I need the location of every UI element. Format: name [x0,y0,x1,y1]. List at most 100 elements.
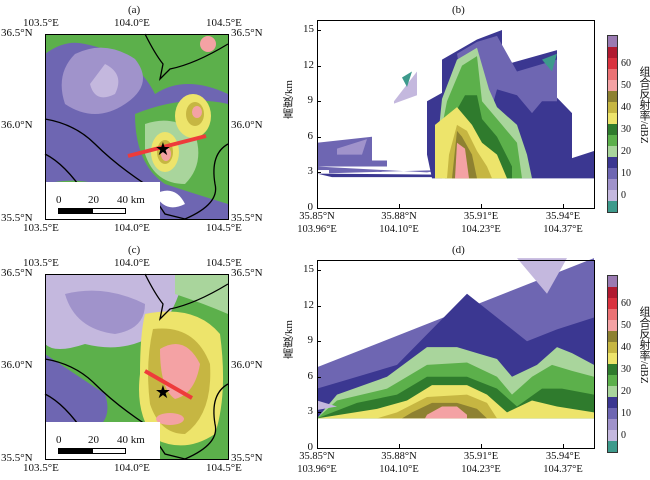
lat-tick-label-right: 36.0°N [231,359,263,371]
reflectivity-contour [317,400,337,411]
colorbar-label: 组合反射率/dBZ [638,306,650,384]
y-axis-label: 高度/km [283,80,295,120]
colorbar-tick-label: 50 [621,319,631,331]
colorbar-swatch [608,441,617,452]
colorbar-swatch [608,201,617,212]
colorbar-swatch [608,353,617,364]
section-frame [317,20,595,209]
lat-tick-label-left: 35.5°N [1,212,33,224]
colorbar-swatch [608,36,617,47]
reflectivity-contour [425,406,467,419]
scale-bar-white [92,448,126,454]
colorbar-swatch [608,157,617,168]
y-tick [317,101,321,103]
colorbar-swatch [608,190,617,201]
x-tick [399,444,400,448]
x-tick-label-lat: 35.94°E [545,211,581,222]
y-tick [317,30,321,31]
lon-tick-label-top: 103.5°E [23,257,59,269]
x-tick-label-lat: 35.91°E [463,451,499,462]
reflectivity-contour [455,142,469,179]
colorbar-swatch [608,69,617,80]
y-tick [317,65,321,67]
colorbar-swatch [608,113,617,124]
colorbar-tick-label: 60 [621,57,631,69]
x-tick [481,204,482,208]
lat-tick-label-right: 36.5°N [231,267,263,279]
panel-label-d: (d) [452,244,465,256]
colorbar-swatch [608,124,617,135]
colorbar-frame [607,275,618,453]
x-tick-label-lon: 104.23°E [461,224,501,235]
y-tick [317,270,321,271]
scale-bar-label: 0 [56,434,62,446]
colorbar-swatch [608,408,617,419]
lat-tick-label-right: 36.0°N [231,119,263,131]
colorbar-swatch [608,375,617,386]
x-tick [563,204,564,208]
x-tick [481,444,482,448]
x-tick-label-lat: 35.91°E [463,211,499,222]
colorbar-swatch [608,102,617,113]
colorbar-swatch [608,320,617,331]
lon-tick-label-bottom: 104.5°E [206,222,242,234]
colorbar-swatch [608,135,617,146]
lat-tick-label-left: 35.5°N [1,452,33,464]
colorbar-swatch [608,91,617,102]
colorbar-tick-label: 10 [621,407,631,419]
x-tick-label-lat: 35.85°N [299,211,335,222]
colorbar-swatch [608,309,617,320]
y-tick-label: 6 [307,129,314,142]
scale-bar-label: 20 [88,194,99,206]
x-tick [563,444,564,448]
y-tick-label: 9 [307,94,314,107]
colorbar-swatch [608,386,617,397]
panel-label-a: (a) [128,4,141,16]
cross-section-b [317,30,594,179]
y-tick-label: 0 [307,201,314,213]
y-tick [317,341,321,343]
y-tick-label: 0 [307,441,314,453]
x-tick-label-lat: 35.85°N [299,451,335,462]
reflectivity-contour [394,71,417,104]
x-tick [317,204,318,208]
lon-tick-label-bottom: 103.5°E [23,462,59,474]
lon-tick-label-bottom: 103.5°E [23,222,59,234]
lat-tick-label-left: 36.5°N [1,27,33,39]
colorbar-swatch [608,47,617,58]
y-tick [317,208,321,209]
lat-tick-label-left: 36.5°N [1,267,33,279]
y-tick-label: 12 [303,298,314,311]
x-tick-label-lat: 35.94°E [545,451,581,462]
x-tick-label-lon: 104.37°E [543,464,583,475]
x-tick-label-lon: 104.37°E [543,224,583,235]
star-icon: ★ [155,382,171,402]
lon-tick-label-bottom: 104.0°E [114,222,150,234]
x-tick [399,204,400,208]
colorbar-tick-label: 40 [621,101,631,113]
colorbar-swatch [608,331,617,342]
scale-bar-black [58,448,94,454]
reflectivity-contour [337,139,367,155]
y-tick [317,305,321,307]
colorbar-tick-label: 20 [621,385,631,397]
reflectivity-contour [317,166,442,174]
y-tick-label: 12 [303,58,314,71]
lon-tick-label-top: 104.5°E [206,17,242,29]
colorbar-swatch [608,364,617,375]
colorbar-label: 组合反射率/dBZ [638,66,650,144]
colorbar-swatch [608,58,617,69]
reflectivity-contour [517,258,567,294]
y-tick-label: 15 [303,23,314,35]
y-tick [317,412,321,414]
colorbar-tick-label: 10 [621,167,631,179]
y-tick [317,136,321,138]
colorbar-swatch [608,298,617,309]
cross-section-line [144,369,193,400]
scale-bar-label: 0 [56,194,62,206]
x-tick-label-lon: 103.96°E [297,464,337,475]
colorbar-swatch [608,276,617,287]
x-tick-label-lon: 104.23°E [461,464,501,475]
colorbar-swatch [608,179,617,190]
lon-tick-label-top: 104.5°E [206,257,242,269]
